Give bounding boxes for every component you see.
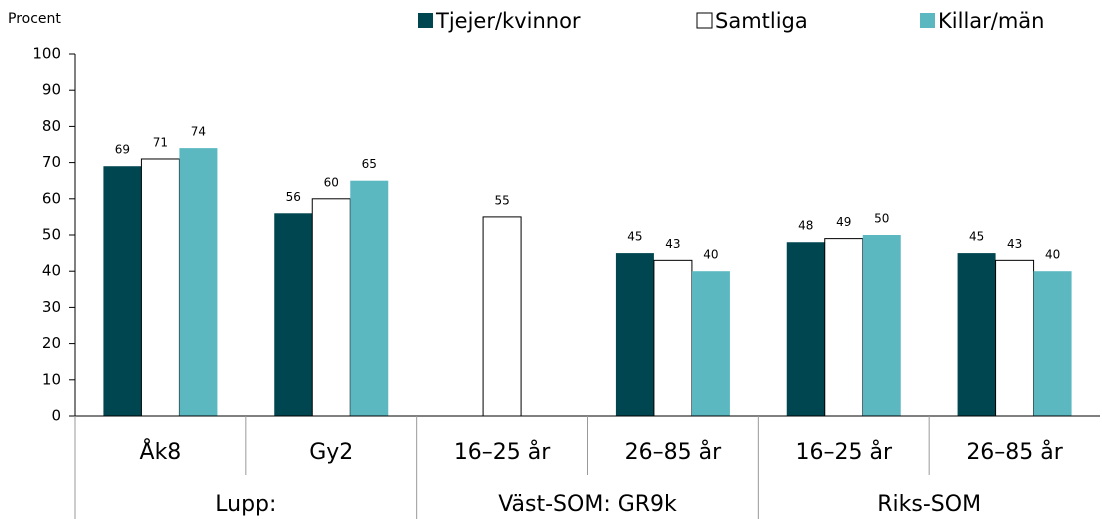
value-label: 50 bbox=[874, 212, 889, 226]
value-label: 45 bbox=[969, 230, 984, 244]
bar bbox=[274, 213, 313, 416]
y-axis-label: Procent bbox=[8, 11, 61, 27]
bar bbox=[615, 253, 654, 416]
x-tick-label: Gy2 bbox=[309, 440, 353, 465]
x-tick-label: 26–85 år bbox=[625, 439, 722, 465]
value-label: 69 bbox=[115, 143, 130, 157]
y-tick-label: 20 bbox=[42, 334, 61, 352]
value-label: 48 bbox=[798, 219, 813, 233]
x-tick-label: 16–25 år bbox=[795, 439, 892, 465]
bar bbox=[482, 216, 522, 417]
value-label: 43 bbox=[665, 237, 680, 251]
legend-swatch bbox=[418, 13, 433, 28]
bar bbox=[140, 158, 180, 417]
y-tick-label: 40 bbox=[42, 262, 61, 280]
value-label: 74 bbox=[191, 125, 206, 139]
bar bbox=[350, 180, 389, 416]
bar bbox=[824, 238, 864, 417]
group-label: Riks-SOM bbox=[877, 492, 981, 517]
legend-swatch bbox=[696, 12, 713, 29]
value-label: 65 bbox=[362, 157, 377, 171]
y-tick-label: 70 bbox=[42, 153, 61, 171]
value-label: 43 bbox=[1007, 237, 1022, 251]
legend-swatch bbox=[920, 13, 935, 28]
legend-label: Samtliga bbox=[715, 9, 808, 33]
x-tick-label: 26–85 år bbox=[966, 439, 1063, 465]
x-tick-label: 16–25 år bbox=[454, 439, 551, 465]
group-label: Lupp: bbox=[215, 492, 276, 517]
y-tick-label: 10 bbox=[42, 370, 61, 388]
bar bbox=[957, 253, 996, 416]
bar bbox=[862, 235, 901, 416]
x-tick-label: Åk8 bbox=[140, 438, 182, 465]
value-label: 56 bbox=[286, 190, 301, 204]
y-tick-label: 30 bbox=[42, 298, 61, 316]
legend-label: Tjejer/kvinnor bbox=[435, 9, 581, 33]
value-label: 60 bbox=[324, 175, 339, 189]
value-label: 49 bbox=[836, 215, 851, 229]
y-tick-label: 80 bbox=[42, 117, 61, 135]
y-tick-label: 60 bbox=[42, 189, 61, 207]
legend-label: Killar/män bbox=[938, 9, 1045, 33]
y-tick-label: 90 bbox=[42, 81, 61, 99]
bar bbox=[311, 198, 351, 417]
bar bbox=[995, 259, 1035, 417]
bar bbox=[179, 148, 218, 416]
group-label: Väst-SOM: GR9k bbox=[498, 492, 677, 517]
value-label: 71 bbox=[153, 135, 168, 149]
bar bbox=[1033, 271, 1072, 416]
value-label: 55 bbox=[494, 193, 509, 207]
y-tick-label: 100 bbox=[32, 45, 61, 63]
value-label: 45 bbox=[627, 230, 642, 244]
bar bbox=[786, 242, 825, 416]
value-label: 40 bbox=[1045, 248, 1060, 262]
bar bbox=[691, 271, 730, 416]
y-tick-label: 0 bbox=[51, 407, 61, 425]
value-label: 40 bbox=[703, 248, 718, 262]
bar bbox=[653, 259, 693, 417]
y-tick-label: 50 bbox=[42, 226, 61, 244]
bar bbox=[103, 166, 142, 416]
